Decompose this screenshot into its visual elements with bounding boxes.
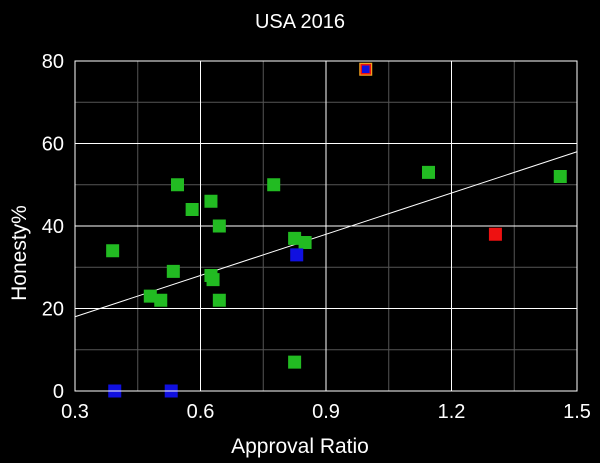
y-tick-label: 20 <box>42 299 64 321</box>
data-point <box>421 165 435 179</box>
data-point <box>267 178 281 192</box>
x-tick-label: 1.2 <box>438 401 466 423</box>
data-point <box>212 219 226 233</box>
data-point <box>288 355 302 369</box>
x-axis-label: Approval Ratio <box>231 435 369 458</box>
data-point <box>212 293 226 307</box>
data-points <box>106 62 567 398</box>
y-tick-label: 80 <box>42 51 64 73</box>
data-point <box>106 244 120 258</box>
y-tick-labels: 0 20 40 60 80 <box>42 51 64 403</box>
x-tick-label: 0.9 <box>312 401 340 423</box>
data-point <box>288 231 302 245</box>
plot-frame <box>74 60 578 392</box>
data-point <box>170 178 184 192</box>
data-point <box>154 293 168 307</box>
trendline <box>74 151 578 318</box>
data-point <box>143 289 157 303</box>
y-tick-label: 40 <box>42 216 64 238</box>
y-tick-label: 0 <box>53 381 64 403</box>
data-point <box>553 170 567 183</box>
data-point <box>290 248 304 262</box>
x-tick-label: 0.6 <box>187 401 215 423</box>
x-tick-label: 1.5 <box>563 401 591 423</box>
data-point <box>488 227 502 241</box>
trendline-group <box>74 151 578 318</box>
x-tick-labels: 0.3 0.6 0.9 1.2 1.5 <box>61 401 591 423</box>
data-point <box>204 194 218 208</box>
chart-title: USA 2016 <box>255 11 345 33</box>
x-tick-label: 0.3 <box>61 401 89 423</box>
data-point <box>298 236 312 249</box>
data-point <box>166 264 180 278</box>
data-point <box>360 64 371 75</box>
y-tick-label: 60 <box>42 134 64 156</box>
data-point <box>185 203 199 216</box>
y-axis-label: Honesty% <box>8 205 31 301</box>
data-point <box>206 273 220 287</box>
